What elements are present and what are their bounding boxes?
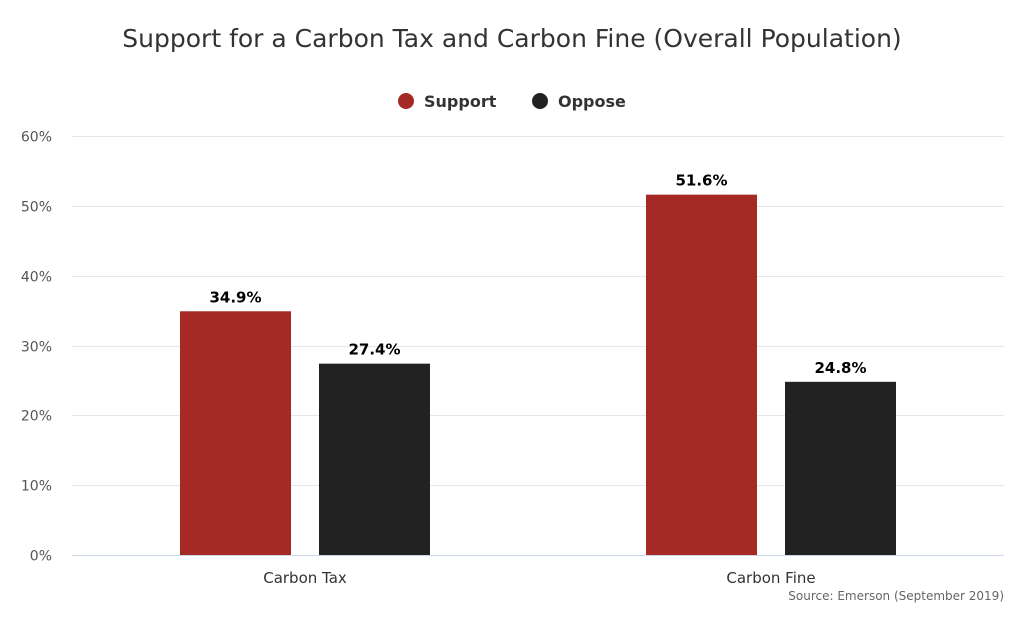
data-label: 34.9% xyxy=(209,288,261,306)
legend-marker-oppose xyxy=(532,93,548,109)
bars xyxy=(180,194,896,555)
x-axis-ticks: Carbon Tax Carbon Fine xyxy=(263,569,815,587)
y-tick-label: 60% xyxy=(21,130,52,146)
legend: Support Oppose xyxy=(398,92,626,111)
x-tick-label: Carbon Tax xyxy=(263,569,347,587)
bar-oppose-carbon-tax[interactable] xyxy=(319,363,430,555)
y-tick-label: 40% xyxy=(21,270,52,286)
legend-label-oppose[interactable]: Oppose xyxy=(558,92,626,111)
legend-label-support[interactable]: Support xyxy=(424,92,497,111)
x-tick-label: Carbon Fine xyxy=(726,569,815,587)
y-tick-label: 20% xyxy=(21,409,52,425)
data-label: 24.8% xyxy=(814,359,866,377)
chart-title: Support for a Carbon Tax and Carbon Fine… xyxy=(122,24,901,53)
y-tick-label: 50% xyxy=(21,200,52,216)
source-credit: Source: Emerson (September 2019) xyxy=(788,589,1004,603)
y-tick-label: 10% xyxy=(21,479,52,495)
legend-marker-support xyxy=(398,93,414,109)
bar-support-carbon-fine[interactable] xyxy=(646,194,757,555)
bar-support-carbon-tax[interactable] xyxy=(180,311,291,555)
y-tick-label: 30% xyxy=(21,340,52,356)
data-labels: 34.9% 27.4% 51.6% 24.8% xyxy=(209,172,866,377)
y-axis-ticks: 0% 10% 20% 30% 40% 50% 60% xyxy=(21,130,52,565)
y-tick-label: 0% xyxy=(30,549,52,565)
bar-oppose-carbon-fine[interactable] xyxy=(785,381,896,555)
data-label: 51.6% xyxy=(675,172,727,190)
data-label: 27.4% xyxy=(348,341,400,359)
